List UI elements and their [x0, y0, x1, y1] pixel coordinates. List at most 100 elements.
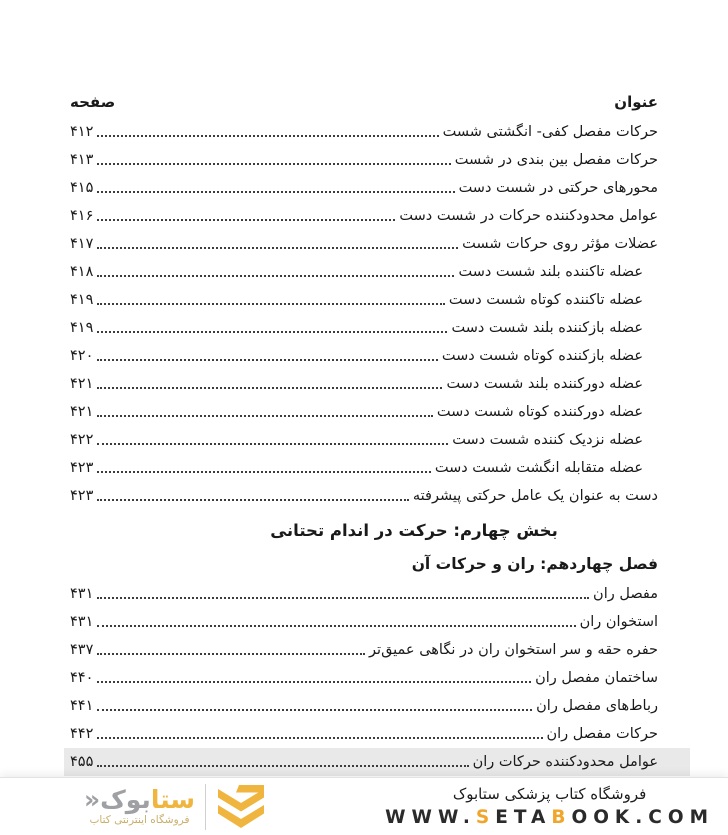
table-of-contents: عنوان صفحه حرکات مفصل کفی- انگشتی شست ۴۱…	[0, 86, 728, 776]
url-accent-letter: S	[475, 806, 496, 828]
toc-row-title: حفره حقه و سر استخوان ران در نگاهی عمیق‌…	[369, 642, 658, 658]
toc-row: ساختمان مفصل ران ۴۴۰	[70, 664, 658, 692]
dotted-leader	[97, 191, 455, 193]
part-section-header: بخش چهارم: حرکت در اندام تحتانی	[270, 521, 558, 540]
toc-row: عضلات مؤثر روی حرکات شست ۴۱۷	[70, 230, 658, 258]
toc-row-page-number: ۴۵۵	[70, 754, 94, 770]
dotted-leader	[97, 499, 409, 501]
toc-column-headers: عنوان صفحه	[70, 86, 658, 118]
toc-row-page-number: ۴۱۷	[70, 236, 94, 252]
dotted-leader	[97, 765, 469, 767]
toc-row-page-number: ۴۱۳	[70, 152, 94, 168]
toc-row: عضله نزدیک کننده شست دست ۴۲۲	[70, 426, 658, 454]
toc-row-page-number: ۴۱۲	[70, 124, 94, 140]
toc-title-column-header: عنوان	[614, 93, 658, 111]
toc-row: عوامل محدودکننده حرکات ران ۴۵۵	[64, 748, 690, 776]
toc-row-page-number: ۴۳۱	[70, 586, 94, 602]
toc-row-page-number: ۴۲۱	[70, 404, 94, 420]
toc-row-page-number: ۴۲۳	[70, 460, 94, 476]
dotted-leader	[97, 359, 438, 361]
toc-row-title: مفصل ران	[593, 586, 658, 602]
dotted-leader	[97, 625, 576, 627]
toc-row-title: عضله بازکننده کوتاه شست دست	[441, 348, 643, 364]
dotted-leader	[97, 163, 451, 165]
toc-row-page-number: ۴۳۷	[70, 642, 94, 658]
toc-row-page-number: ۴۱۵	[70, 180, 94, 196]
toc-row-title: عضله دورکننده کوتاه شست دست	[436, 404, 643, 420]
toc-row-title: عضله بازکننده بلند شست دست	[451, 320, 643, 336]
chapter-section-header: فصل چهاردهم: ران و حرکات آن	[411, 555, 658, 573]
logo-wordmark: ستابوک«	[84, 787, 195, 813]
toc-row-title: حرکات مفصل کفی- انگشتی شست	[442, 124, 658, 140]
dotted-leader	[97, 471, 431, 473]
url-letters: ETA	[495, 806, 552, 828]
logo-wordmark-yellow: ستا	[150, 785, 196, 814]
toc-row-title: ساختمان مفصل ران	[535, 670, 658, 686]
url-letters: OOK.COM	[571, 806, 714, 828]
toc-row-page-number: ۴۴۰	[70, 670, 94, 686]
toc-row: عوامل محدودکننده حرکات در شست دست ۴۱۶	[70, 202, 658, 230]
toc-row-title: رباط‌های مفصل ران	[536, 698, 658, 714]
logo-divider	[205, 783, 207, 830]
toc-row-page-number: ۴۱۹	[70, 320, 94, 336]
toc-row: عضله تاکننده کوتاه شست دست ۴۱۹	[70, 286, 658, 314]
setabook-logo[interactable]: ستابوک« فروشگاه اینترنتی کتاب	[84, 783, 266, 830]
toc-row-title: حرکات مفصل بین بندی در شست	[454, 152, 658, 168]
toc-row-page-number: ۴۲۱	[70, 376, 94, 392]
logo-wordmark-block: ستابوک« فروشگاه اینترنتی کتاب	[84, 787, 195, 827]
dotted-leader	[97, 219, 396, 221]
toc-row-page-number: ۴۱۸	[70, 264, 94, 280]
toc-row-title: عضله متقابله انگشت شست دست	[434, 460, 643, 476]
toc-row-page-number: ۴۱۶	[70, 208, 94, 224]
toc-row-page-number: ۴۲۳	[70, 488, 94, 504]
toc-row-title: عضلات مؤثر روی حرکات شست	[462, 236, 658, 252]
toc-row-page-number: ۴۲۲	[70, 432, 94, 448]
toc-row-page-number: ۴۴۲	[70, 726, 94, 742]
url-letters: WWW.	[385, 806, 476, 828]
toc-row-title: عوامل محدودکننده حرکات ران	[472, 754, 658, 770]
toc-row: عضله تاکننده بلند شست دست ۴۱۸	[70, 258, 658, 286]
dotted-leader	[97, 737, 543, 739]
toc-row-title: حرکات مفصل ران	[546, 726, 659, 742]
toc-row-title: عضله تاکننده کوتاه شست دست	[448, 292, 643, 308]
dotted-leader	[97, 247, 459, 249]
toc-row-page-number: ۴۳۱	[70, 614, 94, 630]
toc-page-column-header: صفحه	[70, 93, 116, 111]
dotted-leader	[97, 303, 445, 305]
toc-row: حرکات مفصل کفی- انگشتی شست ۴۱۲	[70, 118, 658, 146]
toc-row: عضله بازکننده کوتاه شست دست ۴۲۰	[70, 342, 658, 370]
dotted-leader	[97, 387, 443, 389]
footer-bar: ستابوک« فروشگاه اینترنتی کتاب فروشگاه کت…	[0, 777, 728, 835]
toc-row-title: استخوان ران	[579, 614, 658, 630]
toc-row: عضله بازکننده بلند شست دست ۴۱۹	[70, 314, 658, 342]
logo-wordmark-gray: بوک	[100, 785, 151, 814]
logo-subtitle: فروشگاه اینترنتی کتاب	[89, 814, 190, 826]
toc-rows-part2: مفصل ران ۴۳۱ استخوان ران ۴۳۱ حفره حقه و …	[64, 580, 690, 776]
toc-row: استخوان ران ۴۳۱	[70, 608, 658, 636]
dotted-leader	[97, 415, 433, 417]
store-name: فروشگاه کتاب پزشکی ستابوک	[452, 784, 647, 803]
toc-row: حفره حقه و سر استخوان ران در نگاهی عمیق‌…	[70, 636, 658, 664]
dotted-leader	[97, 653, 366, 655]
footer-text-block: فروشگاه کتاب پزشکی ستابوک WWW.SETABOOK.C…	[385, 783, 714, 831]
dotted-leader	[97, 443, 449, 445]
toc-row-page-number: ۴۲۰	[70, 348, 94, 364]
toc-row: عضله متقابله انگشت شست دست ۴۲۳	[70, 454, 658, 482]
toc-row: حرکات مفصل ران ۴۴۲	[70, 720, 658, 748]
toc-row: مفصل ران ۴۳۱	[70, 580, 658, 608]
toc-row: محورهای حرکتی در شست دست ۴۱۵	[70, 174, 658, 202]
site-url-link[interactable]: WWW.SETABOOK.COM	[385, 805, 714, 831]
toc-row: حرکات مفصل بین بندی در شست ۴۱۳	[70, 146, 658, 174]
toc-row-title: عوامل محدودکننده حرکات در شست دست	[399, 208, 658, 224]
toc-row: عضله دورکننده بلند شست دست ۴۲۱	[70, 370, 658, 398]
double-chevron-icon	[218, 784, 265, 828]
dotted-leader	[97, 135, 439, 137]
dotted-leader	[97, 709, 533, 711]
logo-guillemet: «	[84, 785, 101, 814]
toc-row: عضله دورکننده کوتاه شست دست ۴۲۱	[70, 398, 658, 426]
toc-row: دست به عنوان یک عامل حرکتی پیشرفته ۴۲۳	[70, 482, 658, 510]
url-accent-letter: B	[551, 806, 572, 828]
dotted-leader	[97, 597, 590, 599]
dotted-leader	[97, 275, 455, 277]
toc-row-page-number: ۴۴۱	[70, 698, 94, 714]
